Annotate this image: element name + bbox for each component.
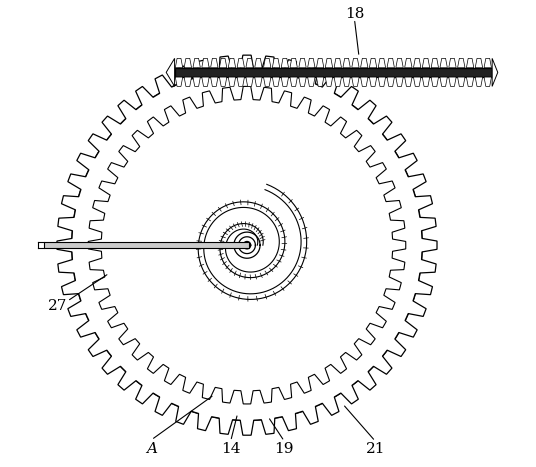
Polygon shape bbox=[431, 58, 438, 68]
Polygon shape bbox=[210, 208, 284, 283]
Polygon shape bbox=[219, 77, 227, 86]
Text: A: A bbox=[146, 442, 157, 456]
Polygon shape bbox=[193, 58, 200, 68]
Polygon shape bbox=[316, 77, 324, 86]
Polygon shape bbox=[211, 77, 218, 86]
Polygon shape bbox=[396, 77, 403, 86]
Polygon shape bbox=[272, 58, 280, 68]
Polygon shape bbox=[211, 58, 218, 68]
Polygon shape bbox=[387, 58, 394, 68]
Polygon shape bbox=[334, 58, 341, 68]
Polygon shape bbox=[172, 170, 323, 321]
Text: 14: 14 bbox=[221, 442, 240, 456]
Polygon shape bbox=[246, 58, 254, 68]
Polygon shape bbox=[343, 77, 351, 86]
Text: 18: 18 bbox=[345, 7, 364, 21]
Polygon shape bbox=[272, 77, 280, 86]
Polygon shape bbox=[440, 58, 448, 68]
Polygon shape bbox=[175, 68, 492, 77]
Polygon shape bbox=[361, 77, 368, 86]
Polygon shape bbox=[139, 138, 354, 353]
Text: 27: 27 bbox=[48, 299, 68, 313]
Polygon shape bbox=[299, 58, 306, 68]
Polygon shape bbox=[121, 119, 373, 371]
Polygon shape bbox=[255, 58, 262, 68]
Polygon shape bbox=[449, 58, 456, 68]
FancyBboxPatch shape bbox=[44, 242, 249, 248]
Polygon shape bbox=[405, 58, 412, 68]
Polygon shape bbox=[396, 58, 403, 68]
Polygon shape bbox=[422, 58, 430, 68]
Polygon shape bbox=[369, 58, 377, 68]
Polygon shape bbox=[219, 58, 227, 68]
Polygon shape bbox=[458, 58, 465, 68]
Polygon shape bbox=[484, 58, 492, 68]
Text: 21: 21 bbox=[366, 442, 385, 456]
Polygon shape bbox=[281, 58, 288, 68]
Polygon shape bbox=[290, 58, 297, 68]
Polygon shape bbox=[255, 77, 262, 86]
Polygon shape bbox=[184, 183, 310, 308]
Polygon shape bbox=[175, 58, 183, 68]
Polygon shape bbox=[413, 77, 421, 86]
Polygon shape bbox=[466, 77, 474, 86]
Polygon shape bbox=[102, 100, 392, 390]
Polygon shape bbox=[316, 58, 324, 68]
Polygon shape bbox=[369, 77, 377, 86]
Polygon shape bbox=[290, 77, 297, 86]
Polygon shape bbox=[431, 77, 438, 86]
Polygon shape bbox=[161, 160, 333, 331]
Polygon shape bbox=[361, 58, 368, 68]
Polygon shape bbox=[166, 58, 175, 86]
Polygon shape bbox=[325, 58, 333, 68]
Polygon shape bbox=[413, 58, 421, 68]
Polygon shape bbox=[343, 58, 351, 68]
Polygon shape bbox=[220, 219, 274, 272]
Polygon shape bbox=[405, 77, 412, 86]
Polygon shape bbox=[237, 77, 244, 86]
Polygon shape bbox=[228, 58, 236, 68]
Polygon shape bbox=[57, 55, 437, 435]
Polygon shape bbox=[184, 77, 191, 86]
Polygon shape bbox=[466, 58, 474, 68]
Polygon shape bbox=[334, 77, 341, 86]
Polygon shape bbox=[299, 77, 306, 86]
Polygon shape bbox=[264, 77, 271, 86]
Polygon shape bbox=[281, 77, 288, 86]
Polygon shape bbox=[458, 77, 465, 86]
Polygon shape bbox=[492, 58, 498, 86]
Polygon shape bbox=[352, 58, 359, 68]
Polygon shape bbox=[202, 199, 293, 291]
Polygon shape bbox=[193, 77, 200, 86]
Polygon shape bbox=[154, 152, 340, 339]
Polygon shape bbox=[378, 77, 385, 86]
Polygon shape bbox=[128, 126, 367, 365]
Polygon shape bbox=[308, 77, 315, 86]
Polygon shape bbox=[352, 77, 359, 86]
Text: 19: 19 bbox=[274, 442, 294, 456]
Polygon shape bbox=[440, 77, 448, 86]
Polygon shape bbox=[449, 77, 456, 86]
Polygon shape bbox=[202, 77, 209, 86]
Polygon shape bbox=[175, 77, 183, 86]
Polygon shape bbox=[484, 77, 492, 86]
Polygon shape bbox=[184, 58, 191, 68]
Polygon shape bbox=[475, 58, 482, 68]
Polygon shape bbox=[308, 58, 315, 68]
Polygon shape bbox=[422, 77, 430, 86]
Polygon shape bbox=[387, 77, 394, 86]
Polygon shape bbox=[378, 58, 385, 68]
Polygon shape bbox=[202, 58, 209, 68]
Polygon shape bbox=[264, 58, 271, 68]
Polygon shape bbox=[88, 86, 406, 404]
Polygon shape bbox=[237, 58, 244, 68]
Polygon shape bbox=[246, 77, 254, 86]
Polygon shape bbox=[228, 77, 236, 86]
Polygon shape bbox=[475, 77, 482, 86]
Polygon shape bbox=[325, 77, 333, 86]
Polygon shape bbox=[72, 70, 422, 420]
Polygon shape bbox=[88, 86, 406, 404]
